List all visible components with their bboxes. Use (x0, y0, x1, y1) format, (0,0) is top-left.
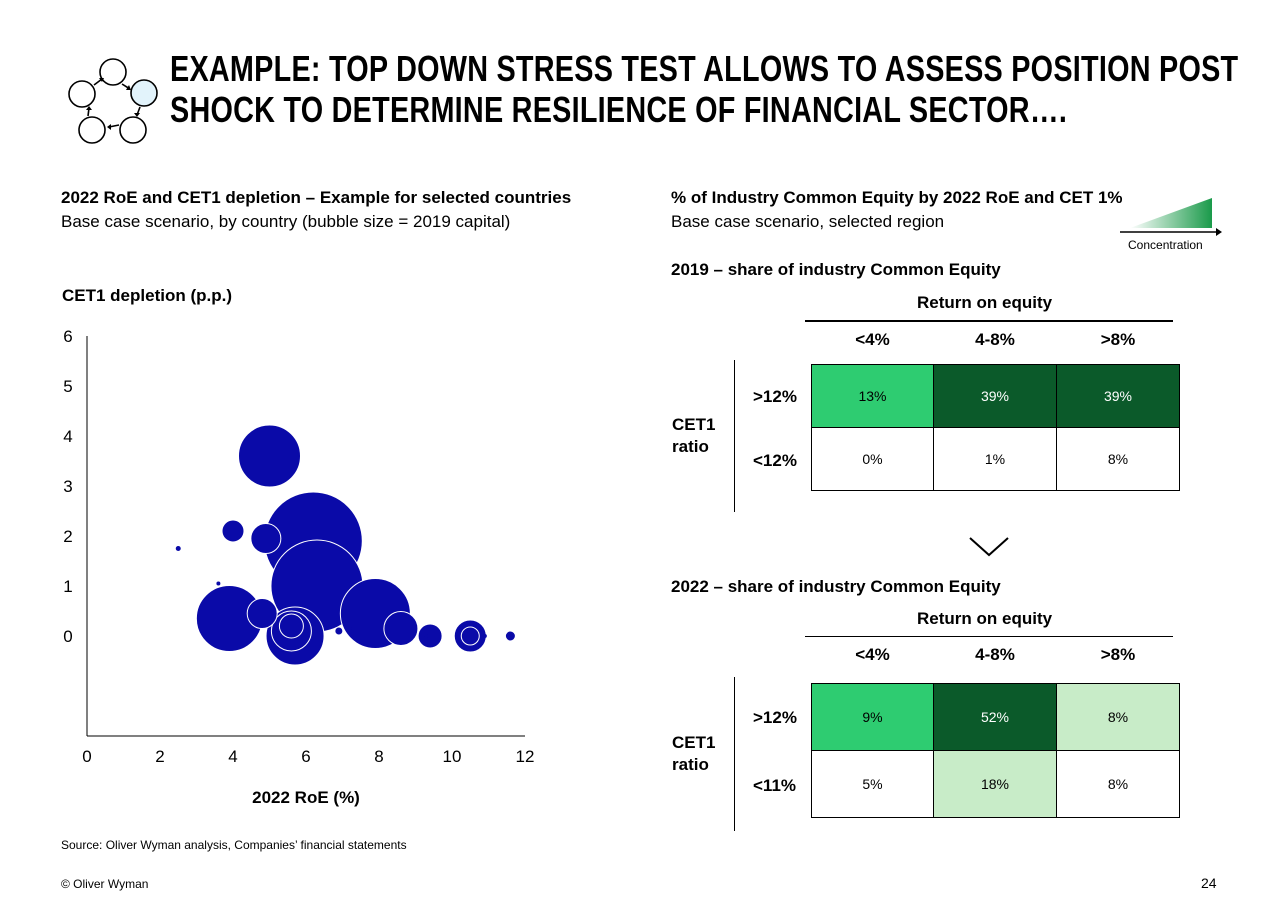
matrix-cell: 8% (1056, 427, 1180, 491)
x-tick-label: 2 (155, 747, 164, 766)
bubble-point (460, 626, 480, 646)
matrix-cell: 8% (1056, 750, 1180, 818)
right-subheading: Base case scenario, selected region (671, 212, 945, 231)
matrix-2019-row-1-label: >12% (753, 387, 797, 406)
bubble-point (482, 634, 487, 638)
matrix-2019-header-rule (805, 320, 1173, 322)
bubble-point (278, 613, 304, 639)
matrix-2022-row-rule (734, 677, 735, 831)
row-header-line-2: ratio (672, 755, 709, 774)
row-header-line-1: CET1 (672, 733, 716, 752)
concentration-legend: Concentration (1110, 196, 1225, 254)
matrix-2022-col-3: >8% (1100, 645, 1136, 664)
chevron-down-icon (969, 537, 1009, 557)
bubble-point (221, 519, 245, 543)
matrix-2022-grid: 9% 52% 8% 5% 18% 8% (811, 683, 1180, 818)
matrix-2022-row-1-label: >12% (753, 708, 797, 727)
matrix-2019-col-3: >8% (1100, 330, 1136, 349)
y-tick-label: 1 (63, 577, 72, 596)
matrix-2022-col-1: <4% (855, 645, 890, 664)
bubble-point (250, 523, 282, 554)
matrix-cell: 0% (811, 427, 934, 491)
x-axis-label: 2022 RoE (%) (252, 788, 360, 807)
matrix-2022-row-header: CET1 ratio (672, 732, 715, 776)
title-line-1: EXAMPLE: TOP DOWN STRESS TEST ALLOWS TO … (170, 48, 1239, 89)
matrix-cell: 39% (933, 364, 1057, 428)
concentration-label: Concentration (1128, 238, 1203, 252)
matrix-cell: 18% (933, 750, 1057, 818)
matrix-cell: 13% (811, 364, 934, 428)
y-tick-label: 4 (63, 427, 72, 446)
bubble-point (238, 424, 301, 488)
page-number: 24 (1201, 875, 1217, 891)
x-tick-label: 8 (374, 747, 383, 766)
matrix-2022-header-rule (805, 636, 1173, 637)
matrix-2019-col-1: <4% (855, 330, 890, 349)
y-tick-label: 6 (63, 327, 72, 346)
source-note: Source: Oliver Wyman analysis, Companies… (61, 838, 407, 852)
row-header-line-1: CET1 (672, 415, 716, 434)
x-tick-label: 10 (443, 747, 462, 766)
matrix-cell: 8% (1056, 683, 1180, 751)
y-tick-label: 5 (63, 377, 72, 396)
y-axis-label: CET1 depletion (p.p.) (62, 286, 232, 305)
concentration-gradient (1120, 198, 1222, 236)
bubble-point (347, 626, 352, 631)
page-title: EXAMPLE: TOP DOWN STRESS TEST ALLOWS TO … (170, 48, 1239, 130)
matrix-row: 9% 52% 8% (811, 683, 1180, 751)
matrix-cell: 9% (811, 683, 934, 751)
matrix-row: 13% 39% 39% (811, 364, 1180, 428)
copyright: © Oliver Wyman (61, 877, 149, 891)
matrix-2019-col-header: Return on equity (917, 293, 1053, 312)
x-tick-label: 6 (301, 747, 310, 766)
x-tick-label: 4 (228, 747, 237, 766)
matrix-cell: 5% (811, 750, 934, 818)
matrix-2019-row-2-label: <12% (753, 451, 797, 470)
matrix-2019-title: 2019 – share of industry Common Equity (671, 260, 1001, 279)
matrix-cell: 39% (1056, 364, 1180, 428)
matrix-cell: 52% (933, 683, 1057, 751)
y-tick-label: 3 (63, 477, 72, 496)
bubble-point (334, 626, 344, 636)
bubble-point (424, 634, 429, 638)
matrix-row: 5% 18% 8% (811, 750, 1180, 818)
y-tick-label: 2 (63, 527, 72, 546)
row-header-line-2: ratio (672, 437, 709, 456)
matrix-2019-row-header: CET1 ratio (672, 414, 715, 458)
bubble-point (246, 598, 278, 629)
left-heading: 2022 RoE and CET1 depletion – Example fo… (61, 188, 572, 207)
matrix-2022-col-2: 4-8% (975, 645, 1015, 664)
matrix-2019-grid: 13% 39% 39% 0% 1% 8% (811, 364, 1180, 491)
matrix-2019-row-rule (734, 360, 735, 512)
matrix-2019-col-2: 4-8% (975, 330, 1015, 349)
left-subheading: Base case scenario, by country (bubble s… (61, 212, 511, 231)
right-heading: % of Industry Common Equity by 2022 RoE … (671, 188, 1123, 207)
bubble-point (216, 581, 221, 586)
y-tick-label: 0 (63, 627, 72, 646)
matrix-2022-row-2-label: <11% (753, 776, 797, 795)
bubble-point (383, 611, 419, 646)
title-line-2: SHOCK TO DETERMINE RESILIENCE OF FINANCI… (170, 89, 1068, 130)
matrix-2022-title: 2022 – share of industry Common Equity (671, 577, 1001, 596)
x-tick-label: 0 (82, 747, 91, 766)
matrix-cell: 1% (933, 427, 1057, 491)
cycle-logo-icon (64, 55, 160, 147)
bubble-point (417, 623, 443, 649)
bubble-point (175, 546, 181, 551)
x-tick-label: 12 (516, 747, 535, 766)
matrix-row: 0% 1% 8% (811, 427, 1180, 491)
bubble-point (504, 630, 516, 642)
matrix-2022-col-header: Return on equity (917, 609, 1053, 628)
